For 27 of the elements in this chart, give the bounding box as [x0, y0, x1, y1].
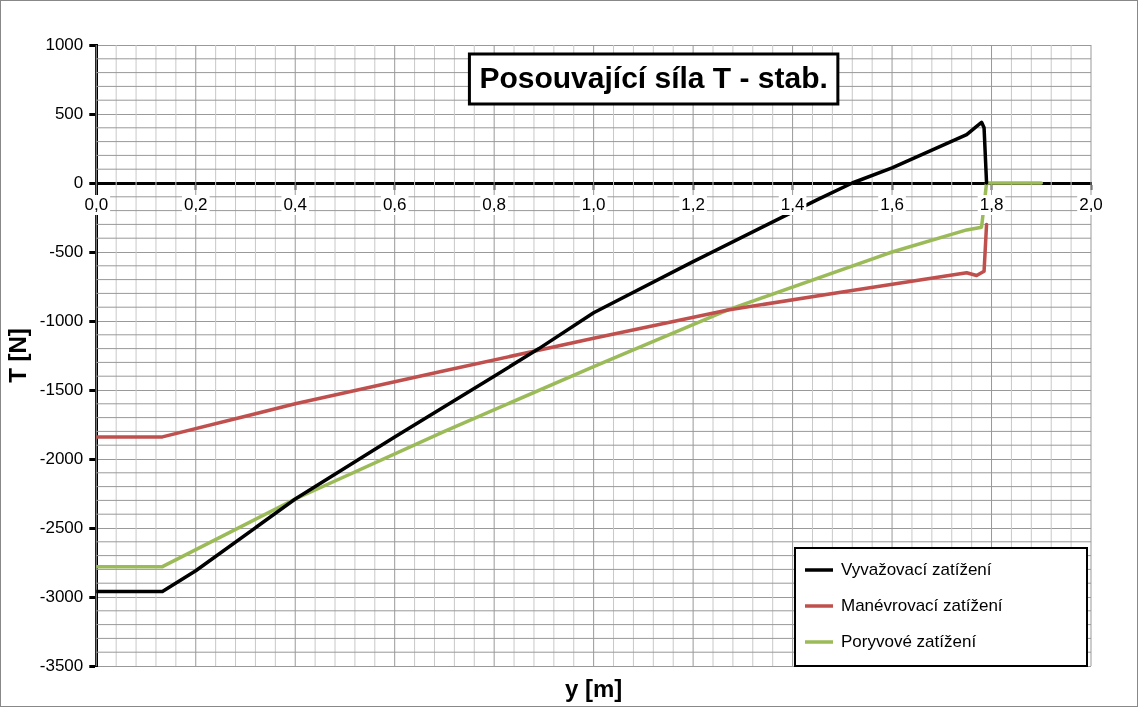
- x-tick-label: 0,0: [84, 194, 109, 214]
- x-tick-label: 1,4: [780, 194, 805, 214]
- y-tick-label: -500: [49, 241, 84, 261]
- legend-label: Manévrovací zatížení: [841, 595, 1003, 615]
- y-tick-label: 500: [54, 103, 84, 123]
- legend-label: Poryvové zatížení: [841, 631, 977, 651]
- x-tick-label: 1,8: [979, 194, 1004, 214]
- x-axis-title: y [m]: [564, 674, 623, 702]
- x-tick-label: 1,2: [681, 194, 705, 214]
- y-axis-title: T [N]: [4, 328, 32, 383]
- x-tick-label: 2,0: [1079, 194, 1103, 214]
- legend-label: Vyvažovací zatížení: [841, 559, 992, 579]
- y-tick-label: 0: [73, 172, 84, 192]
- y-tick-label: -3000: [39, 586, 84, 606]
- y-tick-label: -3500: [39, 655, 84, 675]
- x-tick-label: 1,0: [581, 194, 606, 214]
- x-tick-label: 0,4: [283, 194, 308, 214]
- y-tick-label: -1500: [39, 379, 84, 399]
- y-tick-label: -2500: [39, 517, 84, 537]
- y-tick-label: -1000: [39, 310, 84, 330]
- y-tick-label: 1000: [45, 34, 84, 54]
- x-tick-label: 0,8: [482, 194, 506, 214]
- x-tick-label: 0,2: [183, 194, 208, 214]
- text: Posouvající síla T - stab.: [479, 61, 828, 95]
- x-tick-label: 1,6: [880, 194, 904, 214]
- y-tick-label: -2000: [39, 448, 84, 468]
- x-tick-label: 0,6: [382, 194, 407, 214]
